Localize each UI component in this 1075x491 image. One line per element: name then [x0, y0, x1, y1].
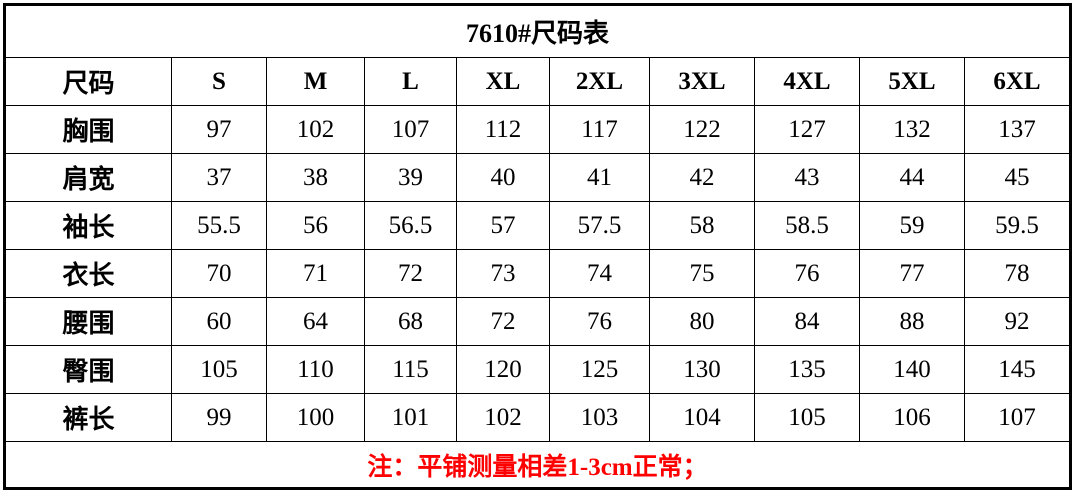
measurement-cell: 74: [549, 249, 650, 298]
table-row: 胸围 97 102 107 112 117 122 127 132 137: [4, 105, 1071, 154]
measurement-cell: 57: [456, 201, 550, 250]
measurement-cell: 59.5: [964, 201, 1071, 250]
measurement-cell: 102: [266, 105, 365, 154]
measurement-cell: 37: [171, 153, 267, 202]
measurement-cell: 115: [364, 345, 457, 394]
size-header-cell: 2XL: [549, 57, 650, 106]
size-header-cell: M: [266, 57, 365, 106]
measurement-cell: 137: [964, 105, 1071, 154]
measurement-cell: 59: [859, 201, 965, 250]
measurement-cell: 104: [649, 393, 755, 442]
measurement-note: 注：平铺测量相差1-3cm正常；: [4, 441, 1071, 489]
size-chart-table: 7610#尺码表 尺码 S M L XL 2XL 3XL 4XL 5XL 6XL 胸围 97 102…: [3, 3, 1072, 490]
measurement-cell: 103: [549, 393, 650, 442]
size-header-cell: 4XL: [754, 57, 860, 106]
measurement-cell: 117: [549, 105, 650, 154]
measurement-cell: 105: [171, 345, 267, 394]
measurement-cell: 92: [964, 297, 1071, 346]
measurement-cell: 56.5: [364, 201, 457, 250]
measurement-cell: 70: [171, 249, 267, 298]
measurement-cell: 127: [754, 105, 860, 154]
row-label: 肩宽: [4, 153, 172, 202]
size-header-cell: 5XL: [859, 57, 965, 106]
row-label: 腰围: [4, 297, 172, 346]
table-title: 7610#尺码表: [4, 4, 1071, 58]
measurement-cell: 41: [549, 153, 650, 202]
measurement-cell: 101: [364, 393, 457, 442]
measurement-cell: 43: [754, 153, 860, 202]
row-label: 胸围: [4, 105, 172, 154]
row-label: 袖长: [4, 201, 172, 250]
measurement-cell: 135: [754, 345, 860, 394]
measurement-cell: 102: [456, 393, 550, 442]
measurement-cell: 140: [859, 345, 965, 394]
measurement-cell: 84: [754, 297, 860, 346]
measurement-cell: 56: [266, 201, 365, 250]
measurement-cell: 112: [456, 105, 550, 154]
measurement-cell: 130: [649, 345, 755, 394]
measurement-cell: 40: [456, 153, 550, 202]
table-row: 袖长 55.5 56 56.5 57 57.5 58 58.5 59 59.5: [4, 201, 1071, 250]
measurement-cell: 97: [171, 105, 267, 154]
measurement-cell: 110: [266, 345, 365, 394]
measurement-cell: 105: [754, 393, 860, 442]
measurement-cell: 45: [964, 153, 1071, 202]
measurement-cell: 107: [364, 105, 457, 154]
measurement-cell: 107: [964, 393, 1071, 442]
measurement-cell: 44: [859, 153, 965, 202]
measurement-cell: 75: [649, 249, 755, 298]
measurement-cell: 122: [649, 105, 755, 154]
table-row: 裤长 99 100 101 102 103 104 105 106 107: [4, 393, 1071, 442]
measurement-cell: 60: [171, 297, 267, 346]
measurement-cell: 72: [364, 249, 457, 298]
measurement-cell: 100: [266, 393, 365, 442]
measurement-cell: 99: [171, 393, 267, 442]
size-header-cell: 6XL: [964, 57, 1071, 106]
measurement-cell: 73: [456, 249, 550, 298]
header-label: 尺码: [4, 57, 172, 106]
measurement-cell: 58: [649, 201, 755, 250]
measurement-cell: 88: [859, 297, 965, 346]
header-row: 尺码 S M L XL 2XL 3XL 4XL 5XL 6XL: [4, 57, 1071, 106]
measurement-cell: 58.5: [754, 201, 860, 250]
table-row: 臀围 105 110 115 120 125 130 135 140 145: [4, 345, 1071, 394]
table-row: 腰围 60 64 68 72 76 80 84 88 92: [4, 297, 1071, 346]
measurement-cell: 125: [549, 345, 650, 394]
measurement-cell: 145: [964, 345, 1071, 394]
measurement-cell: 76: [754, 249, 860, 298]
measurement-cell: 68: [364, 297, 457, 346]
row-label: 衣长: [4, 249, 172, 298]
measurement-cell: 76: [549, 297, 650, 346]
measurement-cell: 80: [649, 297, 755, 346]
measurement-cell: 106: [859, 393, 965, 442]
measurement-cell: 57.5: [549, 201, 650, 250]
measurement-cell: 72: [456, 297, 550, 346]
table-row: 肩宽 37 38 39 40 41 42 43 44 45: [4, 153, 1071, 202]
row-label: 裤长: [4, 393, 172, 442]
size-header-cell: S: [171, 57, 267, 106]
measurement-cell: 77: [859, 249, 965, 298]
measurement-cell: 132: [859, 105, 965, 154]
measurement-cell: 64: [266, 297, 365, 346]
size-header-cell: XL: [456, 57, 550, 106]
row-label: 臀围: [4, 345, 172, 394]
measurement-cell: 71: [266, 249, 365, 298]
measurement-cell: 55.5: [171, 201, 267, 250]
measurement-cell: 39: [364, 153, 457, 202]
measurement-cell: 78: [964, 249, 1071, 298]
size-header-cell: L: [364, 57, 457, 106]
measurement-cell: 42: [649, 153, 755, 202]
size-header-cell: 3XL: [649, 57, 755, 106]
measurement-cell: 120: [456, 345, 550, 394]
table-row: 衣长 70 71 72 73 74 75 76 77 78: [4, 249, 1071, 298]
measurement-cell: 38: [266, 153, 365, 202]
